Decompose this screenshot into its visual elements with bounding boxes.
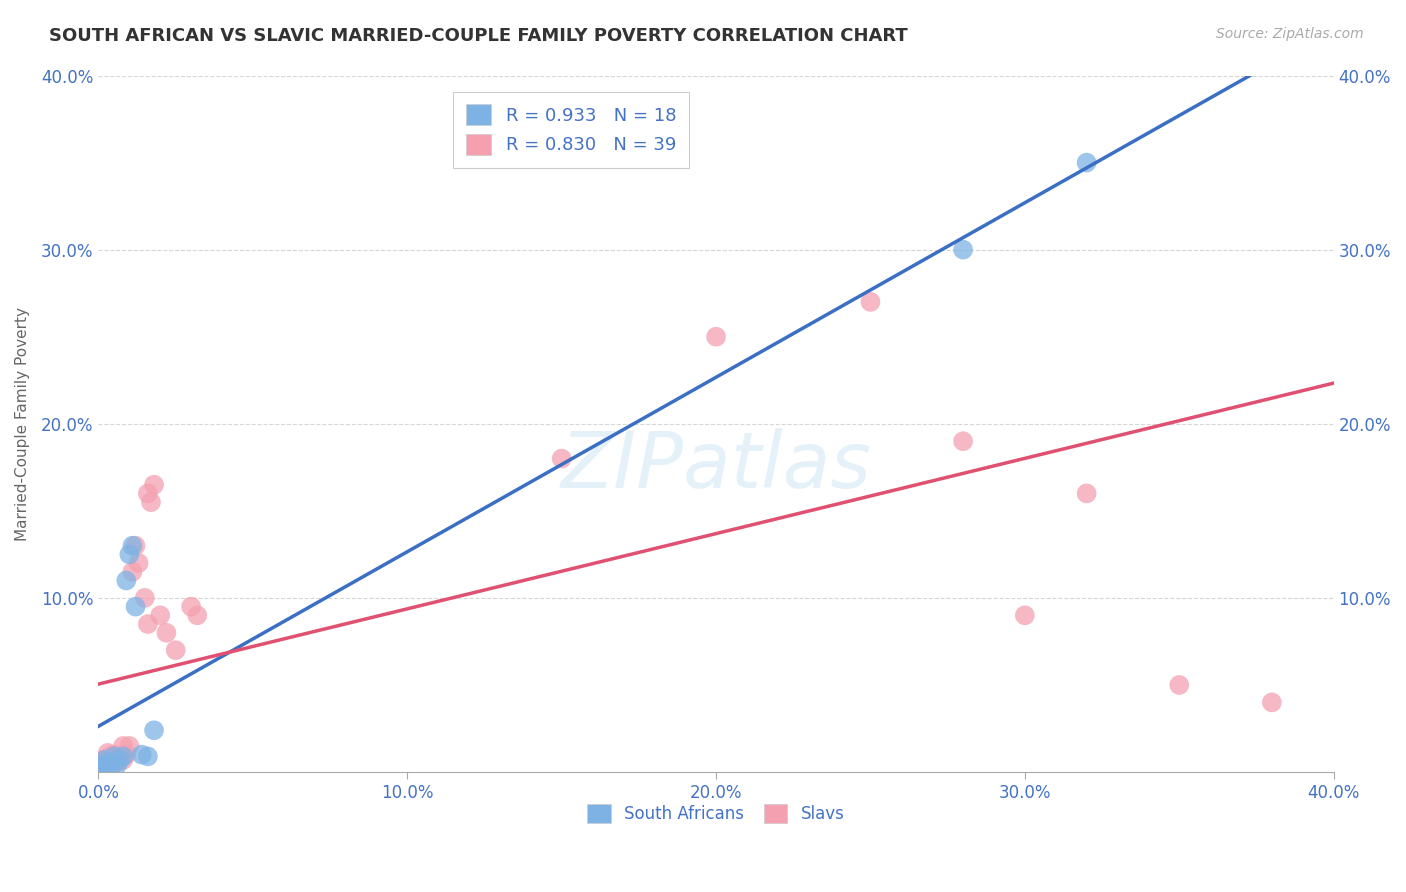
Point [103,747,125,762]
Text: ZIPatlas: ZIPatlas [561,427,872,504]
Point [1261,695,1284,709]
Point [90,762,112,776]
Point [115,574,138,588]
Point [550,451,572,466]
Point [859,294,882,309]
Point [93,762,115,776]
Point [1168,678,1191,692]
Y-axis label: Married-Couple Family Poverty: Married-Couple Family Poverty [15,307,30,541]
Point [97,760,120,774]
Point [103,749,125,764]
Point [143,477,166,491]
Point [124,599,146,614]
Point [1076,486,1098,500]
Point [139,495,162,509]
Point [134,591,156,605]
Point [93,753,115,767]
Point [105,758,128,772]
Point [93,758,115,772]
Point [118,548,141,562]
Point [97,751,120,765]
Point [1292,16,1315,30]
Point [93,753,115,767]
Legend: South Africans, Slavs: South Africans, Slavs [578,794,855,833]
Point [165,643,187,657]
Point [90,756,112,771]
Point [103,756,125,771]
Point [108,751,131,765]
Point [124,539,146,553]
Point [136,617,159,632]
Point [112,753,135,767]
Point [952,243,974,257]
Point [1076,155,1098,169]
Point [136,749,159,764]
Point [131,747,153,762]
Point [155,625,177,640]
Point [121,565,143,579]
Point [100,749,122,764]
Point [97,756,120,771]
Point [100,758,122,772]
Point [186,608,208,623]
Point [115,747,138,762]
Point [180,599,202,614]
Point [952,434,974,449]
Point [118,739,141,753]
Point [90,758,112,772]
Point [105,755,128,769]
Point [143,723,166,738]
Point [149,608,172,623]
Text: Source: ZipAtlas.com: Source: ZipAtlas.com [1216,27,1364,41]
Point [1014,608,1036,623]
Point [121,539,143,553]
Point [108,753,131,767]
Point [97,746,120,760]
Point [128,556,150,570]
Point [112,749,135,764]
Point [112,739,135,753]
Point [100,760,122,774]
Text: SOUTH AFRICAN VS SLAVIC MARRIED-COUPLE FAMILY POVERTY CORRELATION CHART: SOUTH AFRICAN VS SLAVIC MARRIED-COUPLE F… [49,27,908,45]
Point [704,329,727,343]
Point [136,486,159,500]
